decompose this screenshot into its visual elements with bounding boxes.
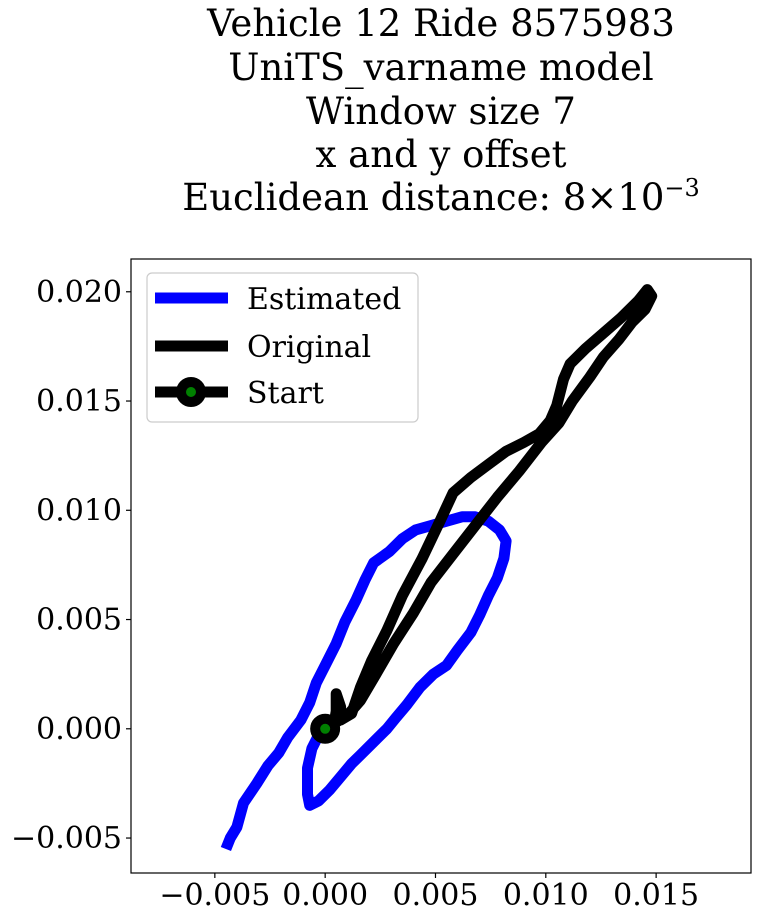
series-line-original — [322, 284, 658, 734]
title-line-3: Window size 7 — [306, 90, 576, 133]
series-line-estimated — [220, 511, 512, 852]
y-tick-label: 0.015 — [36, 384, 122, 419]
x-tick-label: 0.005 — [393, 878, 479, 913]
x-tick-label: −0.005 — [159, 878, 270, 913]
title-line-1: Vehicle 12 Ride 8575983 — [206, 2, 675, 45]
y-tick-label: −0.005 — [11, 821, 122, 856]
legend-label-start: Start — [247, 376, 324, 411]
x-tick-label: 0.000 — [282, 878, 368, 913]
legend-label-original: Original — [247, 330, 371, 365]
marker-layer — [310, 713, 341, 744]
title-line-4: x and y offset — [316, 133, 567, 176]
y-axis-ticks: −0.005 0.000 0.005 0.010 0.015 0.020 — [11, 275, 131, 856]
x-axis-ticks: −0.005 0.000 0.005 0.010 0.015 — [159, 873, 699, 913]
title-line-5-main: Euclidean distance: 8×10 — [182, 176, 664, 219]
legend-box — [146, 272, 419, 423]
x-tick-label: 0.010 — [503, 878, 589, 913]
title-exponent: −3 — [664, 174, 699, 202]
y-tick-label: 0.000 — [36, 712, 122, 747]
y-tick-label: 0.020 — [36, 275, 122, 310]
legend-label-estimated: Estimated — [247, 282, 401, 317]
legend: Estimated Original Start — [146, 272, 419, 423]
title-line-5: Euclidean distance: 8×10−3 — [182, 174, 700, 219]
chart-title: Vehicle 12 Ride 8575983 UniTS_varname mo… — [182, 2, 700, 219]
legend-marker-start — [176, 377, 206, 407]
series-layer — [220, 284, 658, 852]
y-tick-label: 0.005 — [36, 603, 122, 638]
start-marker — [310, 713, 341, 744]
x-tick-label: 0.015 — [613, 878, 699, 913]
y-tick-label: 0.010 — [36, 493, 122, 528]
plot-frame — [130, 258, 752, 874]
title-line-2: UniTS_varname model — [228, 46, 653, 90]
